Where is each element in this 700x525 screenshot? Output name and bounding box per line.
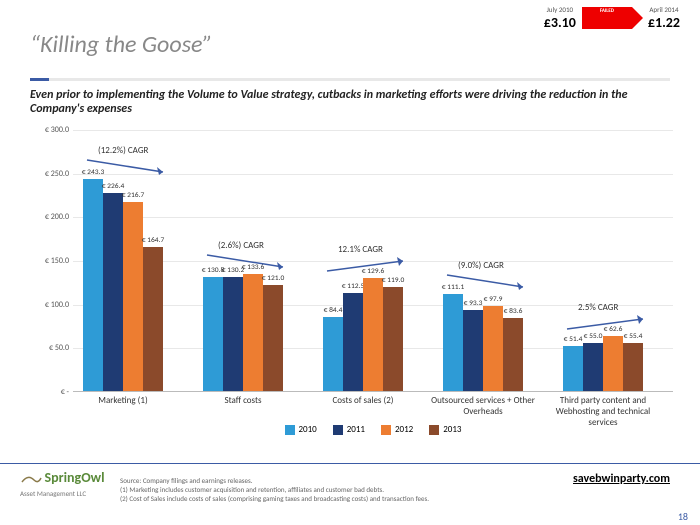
ytick: € 250.0	[25, 169, 69, 179]
bar	[323, 317, 343, 391]
data-label: € 97.9	[477, 295, 509, 304]
ytick: € 200.0	[25, 212, 69, 222]
right-date: April 2014	[648, 5, 680, 14]
bar	[463, 310, 483, 391]
cagr-label: (12.2%) CAGR	[98, 145, 148, 156]
category-label: Staff costs	[183, 395, 303, 406]
page-number: 18	[678, 510, 688, 523]
url: savebwinparty.com	[573, 472, 670, 486]
bar	[203, 277, 223, 391]
cagr-label: 2.5% CAGR	[578, 302, 618, 313]
bar	[103, 193, 123, 391]
page-title: “Killing the Goose”	[30, 30, 213, 59]
source-notes: Source: Company filings and earnings rel…	[120, 476, 429, 503]
category-label: Outsourced services + Other Overheads	[423, 395, 543, 417]
data-label: € 83.6	[497, 307, 529, 316]
data-label: € 164.7	[137, 236, 169, 245]
bar	[83, 179, 103, 391]
trend-arrow-icon	[205, 253, 290, 273]
divider	[30, 78, 670, 81]
legend-item: 2013	[429, 424, 461, 435]
bar	[563, 346, 583, 391]
bar	[583, 343, 603, 391]
subtitle: Even prior to implementing the Volume to…	[30, 88, 670, 116]
legend-item: 2012	[381, 424, 413, 435]
data-label: € 119.0	[377, 276, 409, 285]
cagr-label: 12.1% CAGR	[338, 244, 383, 255]
data-label: € 121.0	[257, 274, 289, 283]
right-price: £1.22	[648, 14, 680, 31]
bar	[623, 343, 643, 391]
arrow-failed: FAILED	[582, 7, 632, 29]
bar	[503, 318, 523, 391]
category-label: Marketing (1)	[63, 395, 183, 406]
bar	[343, 293, 363, 391]
bar	[443, 294, 463, 391]
legend: 2010 2011 2012 2013	[73, 424, 673, 438]
cagr-label: (2.6%) CAGR	[218, 240, 264, 251]
trend-arrow-icon	[325, 257, 410, 277]
bar	[603, 336, 623, 391]
logo: SpringOwl Asset Management LLC	[20, 469, 105, 499]
legend-item: 2011	[333, 424, 365, 435]
bar	[383, 287, 403, 391]
trend-arrow-icon	[445, 273, 530, 293]
left-price: £3.10	[544, 14, 576, 31]
ytick: € 50.0	[25, 343, 69, 353]
left-date: July 2010	[544, 5, 576, 14]
trend-arrow-icon	[85, 158, 170, 178]
trend-arrow-icon	[565, 315, 650, 335]
bar	[123, 202, 143, 391]
bar	[143, 247, 163, 391]
ytick: € 150.0	[25, 256, 69, 266]
bar	[483, 306, 503, 391]
bar	[363, 278, 383, 391]
bar	[263, 285, 283, 391]
legend-item: 2010	[285, 424, 317, 435]
bar	[243, 274, 263, 391]
ytick: € 100.0	[25, 300, 69, 310]
header-prices: July 2010 £3.10 FAILED April 2014 £1.22	[544, 5, 680, 31]
data-label: € 216.7	[117, 191, 149, 200]
ytick: € 300.0	[25, 125, 69, 135]
category-label: Costs of sales (2)	[303, 395, 423, 406]
expense-chart: € -€ 50.0€ 100.0€ 150.0€ 200.0€ 250.0€ 3…	[25, 130, 675, 430]
bar	[223, 277, 243, 391]
footer: SpringOwl Asset Management LLC Source: C…	[0, 463, 700, 525]
cagr-label: (9.0%) CAGR	[458, 260, 504, 271]
